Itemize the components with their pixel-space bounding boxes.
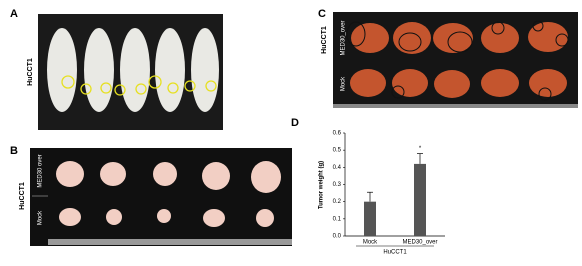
x-tick-label: MED30_over xyxy=(402,240,437,246)
ruler xyxy=(48,239,292,245)
x-tick-label: Mock xyxy=(363,240,378,246)
panel-label: C xyxy=(318,8,326,20)
row-label: HuCCT1 xyxy=(19,182,26,210)
livers xyxy=(350,22,568,98)
group-label: Mock xyxy=(341,76,347,91)
tumor-circles xyxy=(346,20,569,101)
panel-label: B xyxy=(10,145,18,157)
bar xyxy=(364,201,376,236)
row-label: HuCCT1 xyxy=(321,26,328,54)
group-label: MED30_over xyxy=(341,20,347,55)
significance: * xyxy=(419,146,422,152)
group-label: Mock xyxy=(38,210,44,225)
y-tick-label: 0.0 xyxy=(333,234,342,240)
ruler xyxy=(333,104,578,108)
x-axis-label: HuCCT1 xyxy=(383,250,407,256)
panel-label: D xyxy=(291,117,299,129)
tumor-circles xyxy=(61,75,217,96)
group-label: MED30 over xyxy=(38,154,44,187)
y-tick-label: 0.6 xyxy=(333,131,342,137)
y-tick-label: 0.3 xyxy=(333,182,342,188)
y-tick-label: 0.1 xyxy=(333,216,342,222)
y-tick-label: 0.5 xyxy=(333,148,342,154)
bar xyxy=(414,163,426,236)
y-axis-label: Tumor weight (g) xyxy=(319,161,325,209)
y-tick-label: 0.4 xyxy=(333,165,342,171)
tumors xyxy=(56,161,281,227)
panel-label: A xyxy=(10,8,18,20)
y-tick-label: 0.2 xyxy=(333,199,342,205)
row-label: HuCCT1 xyxy=(27,58,34,86)
